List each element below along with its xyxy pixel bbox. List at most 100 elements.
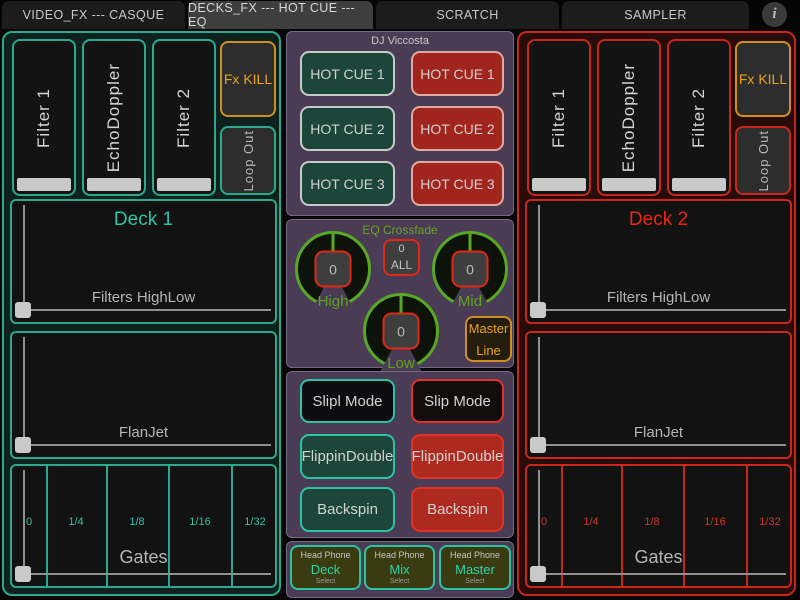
xy-pad-filters-highlow-right[interactable]: Deck 2 Filters HighLow: [525, 199, 792, 324]
tab-bar: VIDEO_FX --- CASQUE DECKS_FX --- HOT CUE…: [0, 0, 800, 29]
xy-crosshair-vertical: [538, 205, 540, 309]
fx-kill-button-right[interactable]: Fx KILL: [735, 41, 791, 117]
fx-kill-button-left[interactable]: Fx KILL: [220, 41, 276, 117]
xy-crosshair-horizontal: [16, 309, 271, 311]
eq-knob-mid[interactable]: 0 Mid: [432, 231, 508, 312]
xy-crosshair-horizontal: [16, 573, 271, 575]
eq-crossfade-panel: EQ Crossfade 0 High 0 Mid 0 Low 0 ALL: [286, 219, 514, 374]
headphone-panel: Head Phone Deck Select Head Phone Mix Se…: [286, 541, 514, 598]
tab-video-fx-casque[interactable]: VIDEO_FX --- CASQUE: [2, 1, 185, 29]
fader-label: Filter 2: [689, 87, 708, 148]
loop-out-button-left[interactable]: Loop Out: [220, 126, 276, 195]
hot-cue-2-right[interactable]: HOT CUE 2: [411, 106, 504, 151]
fader-label: EchoDoppler: [619, 62, 638, 173]
xy-crosshair-horizontal: [16, 444, 271, 446]
xy-pad-flanjet-right[interactable]: FlanJet: [525, 331, 792, 459]
gates-pad-left[interactable]: 0 1/4 1/8 1/16 1/32 Gates: [10, 464, 277, 588]
gate-zone-quarter[interactable]: 1/4: [583, 516, 599, 528]
eq-knob-high[interactable]: 0 High: [295, 231, 371, 312]
flippin-double-button-left[interactable]: FlippinDouble: [300, 434, 395, 479]
fader-handle[interactable]: [672, 178, 726, 191]
headphone-value: Deck: [310, 561, 341, 577]
headphone-value: Mix: [389, 561, 410, 577]
tab-scratch[interactable]: SCRATCH: [376, 1, 559, 29]
xy-crosshair-vertical: [538, 337, 540, 444]
headphone-label: Head Phone: [449, 550, 501, 560]
master-line-button[interactable]: Master Line: [465, 316, 512, 362]
slip-mode-button-right[interactable]: Slip Mode: [411, 379, 504, 423]
tab-decks-fx-hot-cue-eq[interactable]: DECKS_FX --- HOT CUE ---EQ: [188, 1, 373, 29]
xy-pad-filters-highlow-left[interactable]: Deck 1 Filters HighLow: [10, 199, 277, 324]
eq-all-button[interactable]: 0 ALL: [383, 239, 420, 276]
gate-divider: [106, 466, 108, 586]
xy-crosshair-vertical: [23, 205, 25, 309]
gate-divider: [746, 466, 748, 586]
knob-value: 0: [451, 250, 489, 288]
gate-zone-quarter[interactable]: 1/4: [68, 516, 84, 528]
info-button[interactable]: i: [762, 2, 787, 27]
tab-sampler[interactable]: SAMPLER: [562, 1, 749, 29]
headphone-mix-button[interactable]: Head Phone Mix Select: [364, 545, 435, 590]
gate-divider: [621, 466, 623, 586]
gate-zone-eighth[interactable]: 1/8: [644, 516, 660, 528]
xy-pad-flanjet-left[interactable]: FlanJet: [10, 331, 277, 459]
gate-zone-sixteenth[interactable]: 1/16: [704, 516, 726, 528]
fader-echodoppler-right[interactable]: EchoDoppler: [597, 39, 661, 196]
xy-pad-label: FlanJet: [118, 424, 169, 441]
all-value: 0: [398, 243, 405, 255]
hot-cue-3-left[interactable]: HOT CUE 3: [300, 161, 395, 206]
xy-handle[interactable]: [530, 302, 546, 318]
gate-zone-eighth[interactable]: 1/8: [129, 516, 145, 528]
headphone-master-button[interactable]: Head Phone Master Select: [439, 545, 511, 590]
loop-out-label: Loop Out: [755, 129, 771, 192]
fader-filter-2-left[interactable]: Filter 2: [152, 39, 216, 196]
fader-handle[interactable]: [17, 178, 71, 191]
master-label: Master: [468, 320, 509, 336]
hot-cue-3-right[interactable]: HOT CUE 3: [411, 161, 504, 206]
fader-handle[interactable]: [602, 178, 656, 191]
fader-handle[interactable]: [87, 178, 141, 191]
hot-cue-2-left[interactable]: HOT CUE 2: [300, 106, 395, 151]
fader-label: Filter 1: [549, 87, 568, 148]
gate-zone-0[interactable]: 0: [25, 516, 33, 528]
select-label: Select: [315, 578, 336, 585]
xy-handle[interactable]: [15, 302, 31, 318]
gates-pad-right[interactable]: 0 1/4 1/8 1/16 1/32 Gates: [525, 464, 792, 588]
gate-zone-sixteenth[interactable]: 1/16: [189, 516, 211, 528]
xy-handle[interactable]: [15, 566, 31, 582]
headphone-label: Head Phone: [300, 550, 351, 560]
xy-crosshair-vertical: [23, 337, 25, 444]
backspin-button-right[interactable]: Backspin: [411, 487, 504, 532]
gate-zone-thirtysecond[interactable]: 1/32: [244, 516, 266, 528]
fader-echodoppler-left[interactable]: EchoDoppler: [82, 39, 146, 196]
xy-handle[interactable]: [15, 437, 31, 453]
eq-knob-low[interactable]: 0 Low: [363, 293, 439, 374]
gate-zone-thirtysecond[interactable]: 1/32: [759, 516, 781, 528]
fader-handle[interactable]: [532, 178, 586, 191]
headphone-deck-button[interactable]: Head Phone Deck Select: [290, 545, 361, 590]
knob-label: High: [317, 293, 349, 310]
loop-out-button-right[interactable]: Loop Out: [735, 126, 791, 195]
fader-filter-1-right[interactable]: Filter 1: [527, 39, 591, 196]
xy-crosshair-horizontal: [531, 573, 786, 575]
left-deck-panel: Filter 1 EchoDoppler Filter 2 Fx KILL Lo…: [2, 31, 281, 596]
gate-divider: [231, 466, 233, 586]
gate-zone-0[interactable]: 0: [540, 516, 548, 528]
backspin-button-left[interactable]: Backspin: [300, 487, 395, 532]
hot-cue-1-left[interactable]: HOT CUE 1: [300, 51, 395, 96]
gates-label: Gates: [634, 547, 683, 567]
xy-crosshair-horizontal: [531, 444, 786, 446]
flippin-double-button-right[interactable]: FlippinDouble: [411, 434, 504, 479]
xy-handle[interactable]: [530, 437, 546, 453]
xy-crosshair-horizontal: [531, 309, 786, 311]
knob-pointer: [331, 232, 335, 255]
hot-cue-1-right[interactable]: HOT CUE 1: [411, 51, 504, 96]
xy-pad-label: Filters HighLow: [91, 289, 196, 306]
fader-handle[interactable]: [157, 178, 211, 191]
gate-divider: [683, 466, 685, 586]
xy-handle[interactable]: [530, 566, 546, 582]
slip-mode-button-left[interactable]: Slipl Mode: [300, 379, 395, 423]
fader-filter-2-right[interactable]: Filter 2: [667, 39, 731, 196]
fader-filter-1-left[interactable]: Filter 1: [12, 39, 76, 196]
